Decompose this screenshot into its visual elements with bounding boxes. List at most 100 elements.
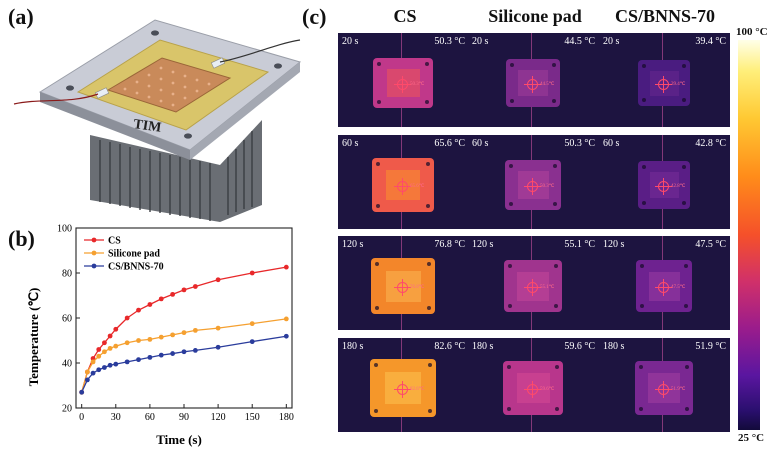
mounting-hole: [682, 201, 686, 205]
thermal-tile: 59.6℃ 180 s 59.6 °C: [468, 338, 599, 432]
max-temperature-label: 59.6 °C: [564, 341, 595, 352]
time-label: 120 s: [603, 239, 625, 250]
data-point: [147, 302, 153, 307]
spot-temperature: 59.6℃: [540, 387, 555, 392]
measurement-crosshair-icon: [655, 279, 672, 296]
mounting-hole: [375, 262, 379, 266]
mounting-hole: [426, 204, 430, 208]
mounting-hole: [510, 99, 514, 103]
thermal-tile: 42.8℃ 60 s 42.8 °C: [599, 135, 730, 229]
colorbar-max-label: 100 °C: [736, 26, 768, 38]
mounting-hole: [376, 162, 380, 166]
measurement-crosshair-icon: [524, 381, 541, 398]
y-tick-label: 20: [62, 404, 72, 415]
data-point: [102, 349, 107, 355]
measurement-crosshair-icon: [524, 76, 541, 93]
data-point: [249, 321, 255, 327]
data-point: [124, 315, 130, 321]
data-point: [158, 296, 164, 302]
data-point: [113, 326, 119, 332]
max-temperature-label: 39.4 °C: [695, 36, 726, 47]
heater-grid: [123, 66, 211, 107]
spot-temperature: 82.6℃: [410, 387, 425, 392]
time-label: 20 s: [603, 36, 620, 47]
max-temperature-label: 50.3 °C: [564, 138, 595, 149]
spot-temperature: 76.8℃: [410, 285, 425, 290]
max-temperature-label: 65.6 °C: [434, 138, 465, 149]
data-point: [113, 361, 119, 367]
mounting-hole: [377, 100, 381, 104]
data-point: [158, 352, 164, 358]
mounting-hole: [374, 363, 378, 367]
mounting-hole: [377, 62, 381, 66]
mounting-hole: [428, 409, 432, 413]
max-temperature-label: 82.6 °C: [434, 341, 465, 352]
data-point: [79, 389, 85, 395]
mounting-hole: [685, 407, 689, 411]
time-label: 120 s: [472, 239, 494, 250]
data-point: [96, 353, 102, 359]
chart-axes: 0 30 60 90 120 150 180 20 40 60 80 100: [57, 224, 294, 424]
spot-temperature: 50.3℃: [540, 184, 555, 189]
mounting-hole: [682, 165, 686, 169]
mounting-hole: [374, 409, 378, 413]
mounting-hole: [553, 202, 557, 206]
measurement-crosshair-icon: [394, 279, 411, 296]
time-label: 60 s: [472, 138, 489, 149]
x-tick-label: 60: [145, 412, 155, 423]
time-label: 180 s: [342, 341, 364, 352]
series-line-2: [81, 335, 287, 393]
time-label: 180 s: [603, 341, 625, 352]
panel-a-label: (a): [8, 4, 34, 29]
measurement-crosshair-icon: [655, 76, 672, 93]
max-temperature-label: 51.9 °C: [695, 341, 726, 352]
max-temperature-label: 55.1 °C: [564, 239, 595, 250]
legend-entry: CS: [108, 236, 121, 247]
mounting-hole: [509, 164, 513, 168]
data-point: [124, 359, 130, 365]
y-axis-label: Temperature (℃): [26, 288, 41, 387]
data-point: [84, 377, 90, 383]
thermal-tile: 50.3℃ 20 s 50.3 °C: [338, 33, 469, 127]
measurement-crosshair-icon: [394, 76, 411, 93]
measurement-crosshair-icon: [394, 178, 411, 195]
data-point: [192, 327, 198, 333]
heat-sink-fins: [90, 120, 262, 222]
series-line-1: [81, 318, 287, 393]
spot-temperature: 55.1℃: [540, 285, 555, 290]
heat-sink-illustration: TIM: [13, 19, 302, 222]
x-tick-label: 90: [179, 412, 189, 423]
mounting-hole: [428, 363, 432, 367]
x-tick-label: 30: [111, 412, 121, 423]
mounting-hole: [682, 98, 686, 102]
data-point: [90, 356, 96, 361]
max-temperature-label: 76.8 °C: [434, 239, 465, 250]
mounting-hole: [554, 304, 558, 308]
mounting-hole: [639, 407, 643, 411]
max-temperature-label: 50.3 °C: [434, 36, 465, 47]
column-title-silicone-pad: Silicone pad: [488, 6, 582, 26]
thermal-tile: 39.4℃ 20 s 39.4 °C: [599, 33, 730, 127]
data-point: [170, 291, 176, 297]
chart-series: [79, 264, 289, 395]
spot-temperature: 51.9℃: [671, 387, 686, 392]
colorbar-min-label: 25 °C: [738, 432, 765, 444]
thermal-tile: 50.3℃ 60 s 50.3 °C: [468, 135, 599, 229]
data-point: [107, 362, 113, 368]
mounting-hole: [642, 98, 646, 102]
tim-label: TIM: [132, 117, 162, 136]
data-point: [192, 348, 198, 353]
temperature-colorbar: [738, 40, 760, 430]
legend-entry: CS/BNNS-70: [108, 262, 164, 273]
measurement-crosshair-icon: [394, 381, 411, 398]
data-point: [96, 367, 102, 373]
data-point: [181, 349, 187, 355]
max-temperature-label: 42.8 °C: [695, 138, 726, 149]
data-point: [192, 284, 198, 289]
data-point: [102, 340, 107, 346]
mounting-hole: [682, 64, 686, 68]
y-tick-label: 40: [62, 359, 72, 370]
mounting-hole: [555, 365, 559, 369]
mounting-hole: [507, 365, 511, 369]
data-point: [90, 359, 96, 365]
